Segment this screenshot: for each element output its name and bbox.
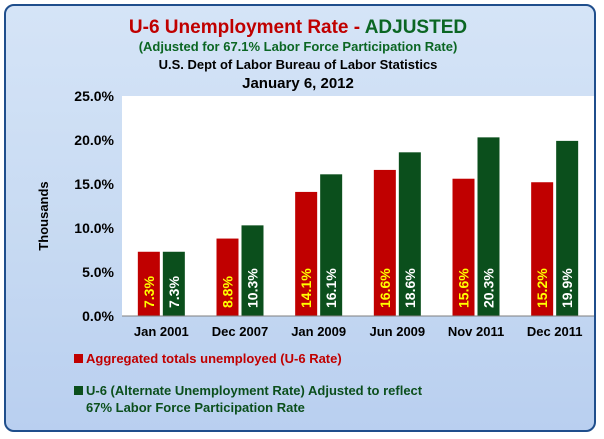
chart-source: U.S. Dept of Labor Bureau of Labor Stati… xyxy=(159,57,438,72)
data-label-u6: 8.8% xyxy=(220,276,236,308)
bar-u6 xyxy=(531,182,554,316)
y-tick-label: 20.0% xyxy=(74,132,114,148)
legend-swatch-adjusted xyxy=(74,386,83,395)
data-label-adjusted: 19.9% xyxy=(559,268,575,308)
chart-title: U-6 Unemployment Rate - ADJUSTED xyxy=(129,17,467,38)
bar-u6 xyxy=(216,238,239,316)
legend-swatch-u6 xyxy=(74,354,83,363)
y-tick-label: 0.0% xyxy=(82,308,114,324)
data-label-u6: 15.2% xyxy=(534,268,550,308)
data-label-u6: 15.6% xyxy=(456,268,472,308)
chart: U-6 Unemployment Rate - ADJUSTED (Adjust… xyxy=(36,17,594,415)
bar-u6 xyxy=(373,169,396,316)
bar-u6 xyxy=(137,251,160,316)
data-label-adjusted: 16.1% xyxy=(323,268,339,308)
bar-adjusted xyxy=(556,140,579,316)
y-tick-label: 5.0% xyxy=(82,264,114,280)
x-tick-label: Jun 2009 xyxy=(370,324,426,339)
legend-label-u6: Aggregated totals unemployed (U-6 Rate) xyxy=(86,351,342,366)
chart-date: January 6, 2012 xyxy=(242,75,354,92)
x-tick-label: Nov 2011 xyxy=(448,324,504,339)
bar-adjusted xyxy=(320,174,343,316)
bar-adjusted xyxy=(398,152,421,316)
legend-label-adjusted-line1: U-6 (Alternate Unemployment Rate) Adjust… xyxy=(86,383,423,398)
data-label-u6: 16.6% xyxy=(377,268,393,308)
data-label-adjusted: 18.6% xyxy=(402,268,418,308)
y-axis-label: Thousands xyxy=(36,181,51,250)
data-label-adjusted: 10.3% xyxy=(245,268,261,308)
chart-frame: U-6 Unemployment Rate - ADJUSTED (Adjust… xyxy=(4,4,596,432)
bar-adjusted xyxy=(241,225,264,316)
y-tick-label: 10.0% xyxy=(74,220,114,236)
y-tick-label: 25.0% xyxy=(74,88,114,104)
bar-adjusted xyxy=(477,137,500,316)
data-label-u6: 14.1% xyxy=(298,268,314,308)
x-tick-label: Dec 2011 xyxy=(527,324,583,339)
data-label-u6: 7.3% xyxy=(141,276,157,308)
plot-area xyxy=(122,96,594,316)
bar-adjusted xyxy=(162,251,185,316)
legend-label-adjusted-line2: 67% Labor Force Participation Rate xyxy=(86,400,305,415)
chart-subtitle: (Adjusted for 67.1% Labor Force Particip… xyxy=(139,39,458,54)
y-tick-label: 15.0% xyxy=(74,176,114,192)
data-label-adjusted: 7.3% xyxy=(166,276,182,308)
x-tick-label: Jan 2001 xyxy=(134,324,189,339)
bar-u6 xyxy=(452,178,475,316)
data-label-adjusted: 20.3% xyxy=(481,268,497,308)
bar-u6 xyxy=(295,191,318,316)
chart-title-adjusted: ADJUSTED xyxy=(365,17,467,38)
x-tick-label: Dec 2007 xyxy=(212,324,268,339)
chart-title-part1: U-6 Unemployment Rate - xyxy=(129,17,365,38)
x-tick-label: Jan 2009 xyxy=(291,324,346,339)
legend: Aggregated totals unemployed (U-6 Rate) … xyxy=(74,351,423,415)
